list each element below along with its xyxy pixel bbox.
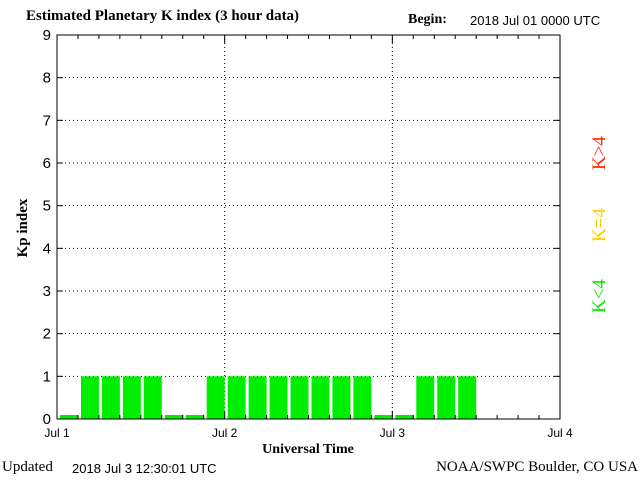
kp-bar [122, 376, 141, 419]
kp-bar [60, 415, 78, 419]
y-tick-label: 5 [43, 198, 51, 215]
x-axis-label: Universal Time [262, 442, 354, 457]
begin-value: 2018 Jul 01 0000 UTC [470, 13, 601, 28]
kp-bar [185, 415, 204, 419]
kp-bar [227, 376, 246, 419]
kp-bar [437, 376, 456, 419]
y-tick-label: 8 [43, 70, 51, 87]
y-tick-label: 9 [43, 27, 51, 44]
kp-bar [101, 376, 120, 419]
bars-layer [60, 376, 477, 419]
kp-bar [206, 376, 225, 419]
kp-bar [80, 376, 99, 419]
y-tick-label: 1 [43, 368, 51, 385]
legend-item: K>4 [589, 136, 610, 170]
kp-bar [269, 376, 288, 419]
x-tick-label: Jul 1 [44, 426, 70, 440]
kp-bar [374, 415, 393, 419]
y-tick-label: 4 [43, 240, 51, 257]
x-tick-label: Jul 2 [212, 426, 238, 440]
plot-frame [56, 34, 561, 420]
credit-text: NOAA/SWPC Boulder, CO USA [436, 459, 638, 475]
y-tick-label: 6 [43, 155, 51, 172]
x-tick-label: Jul 4 [547, 426, 573, 440]
kp-bar [458, 376, 477, 419]
kp-bar [164, 415, 183, 419]
legend-item: K=4 [589, 208, 610, 242]
y-tick-label: 3 [43, 283, 51, 300]
kp-bar [143, 376, 162, 419]
kp-bar [353, 376, 372, 419]
labels-layer: 0 1 2 3 4 5 6 7 8 9 Jul 1 Jul 2 Jul 3 Jul 4 [43, 27, 573, 440]
updated-value: 2018 Jul 3 12:30:01 UTC [72, 461, 217, 476]
kp-bar [248, 376, 267, 419]
y-tick-label: 2 [43, 326, 51, 343]
x-tick-label: Jul 3 [380, 426, 406, 440]
kp-bar [395, 415, 414, 419]
chart-title: Estimated Planetary K index (3 hour data… [26, 8, 300, 24]
updated-label: Updated [2, 459, 53, 475]
y-tick-label: 7 [43, 112, 51, 129]
kp-bar [290, 376, 309, 419]
y-axis-label: Kp index [15, 198, 31, 257]
kp-bar [416, 376, 435, 419]
kp-bar [311, 376, 330, 419]
legend-item: K<4 [589, 279, 610, 313]
y-tick-label: 0 [43, 411, 51, 428]
kp-bar [332, 376, 351, 419]
ticks-layer [56, 34, 561, 420]
begin-label: Begin: [408, 12, 447, 27]
grid-layer [57, 35, 560, 419]
